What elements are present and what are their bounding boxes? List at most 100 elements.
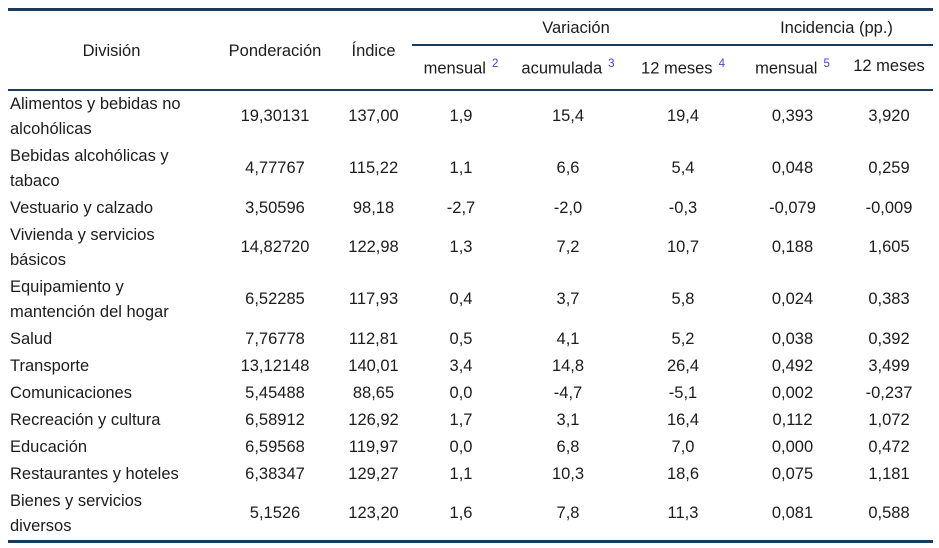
indice-cell: 88,65 — [352, 383, 395, 402]
incidencia-12-meses-cell: 3,499 — [868, 356, 910, 375]
incidencia-mensual-cell: 0,393 — [771, 107, 814, 125]
table-row: Comunicaciones 5,45488 88,65 0,0 -4,7 -5… — [8, 380, 933, 407]
variacion-mensual-cell: 1,3 — [449, 238, 473, 256]
incidencia-mensual-cell: 0,038 — [771, 329, 814, 348]
indice-cell: 140,01 — [348, 356, 399, 375]
variacion-12-meses-cell: -0,3 — [668, 198, 698, 217]
incidencia-12-meses-cell: 0,383 — [868, 290, 910, 308]
indice-cell: 123,20 — [348, 504, 399, 522]
variacion-acumulada-cell: 10,3 — [551, 464, 585, 483]
ponderacion-cell: 6,59568 — [245, 437, 305, 456]
variacion-12-meses-cell: 10,7 — [666, 238, 700, 256]
incidencia-mensual-cell: 0,048 — [771, 159, 814, 177]
incidencia-mensual-cell: 0,024 — [771, 290, 814, 308]
footnote-ref-5[interactable]: 5 — [823, 58, 830, 70]
division-cell: Vestuario y calzado — [10, 198, 154, 217]
col-header-label: mensual — [755, 59, 818, 78]
division-cell: Bienes y servicios diversos — [10, 491, 143, 535]
indice-cell: 119,97 — [348, 437, 399, 456]
incidencia-mensual-cell: 0,188 — [771, 238, 814, 256]
variacion-mensual-cell: 0,5 — [449, 329, 473, 348]
ponderacion-cell: 3,50596 — [245, 198, 305, 217]
col-header-label: acumulada — [521, 59, 603, 78]
variacion-12-meses-cell: 5,4 — [671, 159, 695, 177]
col-header-label: 12 meses — [853, 57, 925, 76]
incidencia-mensual-cell: -0,079 — [769, 198, 816, 217]
variacion-12-meses-cell: 7,0 — [671, 437, 695, 456]
variacion-mensual-cell: 0,4 — [449, 290, 473, 308]
incidencia-12-meses-cell: 1,181 — [868, 464, 910, 483]
variacion-acumulada-cell: 6,8 — [556, 437, 580, 456]
variacion-mensual-cell: 1,1 — [449, 464, 473, 483]
table-row: Recreación y cultura 6,58912 126,92 1,7 … — [8, 407, 933, 434]
variacion-acumulada-cell: -4,7 — [553, 383, 583, 402]
variacion-acumulada-cell: 15,4 — [551, 107, 585, 125]
ponderacion-cell: 5,45488 — [245, 383, 305, 402]
col-header-variacion-mensual: mensual 2 — [412, 45, 510, 90]
footnote-ref-2[interactable]: 2 — [491, 58, 499, 70]
col-header-indice: Índice — [351, 42, 396, 61]
cpi-divisions-table: División Ponderación Índice Variación In… — [8, 8, 933, 543]
division-cell: Educación — [10, 437, 88, 456]
division-cell: Transporte — [10, 356, 90, 375]
variacion-mensual-cell: 1,1 — [449, 159, 473, 177]
variacion-acumulada-cell: 14,8 — [551, 356, 585, 375]
variacion-acumulada-cell: 6,6 — [556, 159, 580, 177]
incidencia-mensual-cell: 0,000 — [771, 437, 814, 456]
variacion-mensual-cell: 1,6 — [449, 504, 473, 522]
indice-cell: 129,27 — [348, 464, 399, 483]
ponderacion-cell: 14,82720 — [240, 238, 310, 256]
variacion-acumulada-cell: 3,7 — [556, 290, 580, 308]
variacion-12-meses-cell: -5,1 — [668, 383, 698, 402]
group-header-variacion: Variación — [412, 9, 740, 46]
incidencia-12-meses-cell: 0,472 — [868, 437, 910, 456]
indice-cell: 115,22 — [348, 159, 399, 177]
sub-header-row: mensual 2 acumulada 3 12 meses 4 mensual 5 1… — [8, 45, 933, 90]
col-header-incidencia-mensual: mensual 5 — [740, 45, 845, 90]
table-row: Bebidas alcohólicas y tabaco 4,77767 115… — [8, 143, 933, 195]
ponderacion-cell: 6,58912 — [245, 410, 305, 429]
col-header-ponderacion: Ponderación — [228, 42, 322, 61]
variacion-12-meses-cell: 11,3 — [667, 504, 699, 522]
division-cell: Alimentos y bebidas no alcohólicas — [10, 94, 181, 138]
variacion-acumulada-cell: 7,8 — [556, 504, 580, 522]
indice-cell: 117,93 — [348, 290, 399, 308]
ponderacion-cell: 4,77767 — [245, 159, 305, 177]
indice-cell: 112,81 — [348, 329, 399, 348]
incidencia-12-meses-cell: 0,392 — [868, 329, 910, 348]
variacion-12-meses-cell: 5,8 — [671, 290, 695, 308]
col-header-incidencia-12-meses: 12 meses — [845, 45, 933, 90]
table-row: Alimentos y bebidas no alcohólicas 19,30… — [8, 90, 933, 143]
group-header-incidencia: Incidencia (pp.) — [740, 9, 933, 46]
division-cell: Recreación y cultura — [10, 410, 161, 429]
footnote-ref-4[interactable]: 4 — [718, 58, 725, 70]
table-row: Vivienda y servicios básicos 14,82720 12… — [8, 222, 933, 274]
indice-cell: 126,92 — [348, 410, 399, 429]
variacion-acumulada-cell: 3,1 — [556, 410, 580, 429]
incidencia-mensual-cell: 0,492 — [771, 356, 814, 375]
footnote-ref-3[interactable]: 3 — [608, 58, 615, 70]
indice-cell: 122,98 — [348, 238, 399, 256]
indice-cell: 137,00 — [348, 107, 399, 125]
division-cell: Equipamiento y mantención del hogar — [10, 277, 169, 321]
col-header-variacion-acumulada: acumulada 3 — [510, 45, 626, 90]
table-row: Salud 7,76778 112,81 0,5 4,1 5,2 0,038 0… — [8, 326, 933, 353]
ponderacion-cell: 13,12148 — [240, 356, 310, 375]
incidencia-12-meses-cell: 0,259 — [868, 159, 910, 177]
incidencia-12-meses-cell: 1,072 — [868, 410, 910, 429]
table-row: Equipamiento y mantención del hogar 6,52… — [8, 274, 933, 326]
incidencia-12-meses-cell: 0,588 — [868, 504, 910, 522]
ponderacion-cell: 19,30131 — [240, 107, 310, 125]
variacion-12-meses-cell: 19,4 — [666, 107, 700, 125]
variacion-12-meses-cell: 16,4 — [666, 410, 700, 429]
ponderacion-cell: 7,76778 — [245, 329, 305, 348]
col-header-division: División — [82, 42, 141, 61]
variacion-12-meses-cell: 5,2 — [671, 329, 695, 348]
incidencia-12-meses-cell: -0,009 — [865, 198, 913, 217]
table-row: Restaurantes y hoteles 6,38347 129,27 1,… — [8, 461, 933, 488]
table-row: Educación 6,59568 119,97 0,0 6,8 7,0 0,0… — [8, 434, 933, 461]
incidencia-mensual-cell: 0,002 — [771, 383, 814, 402]
variacion-acumulada-cell: 4,1 — [556, 329, 580, 348]
incidencia-mensual-cell: 0,075 — [771, 464, 814, 483]
table-header: División Ponderación Índice Variación In… — [8, 9, 933, 90]
